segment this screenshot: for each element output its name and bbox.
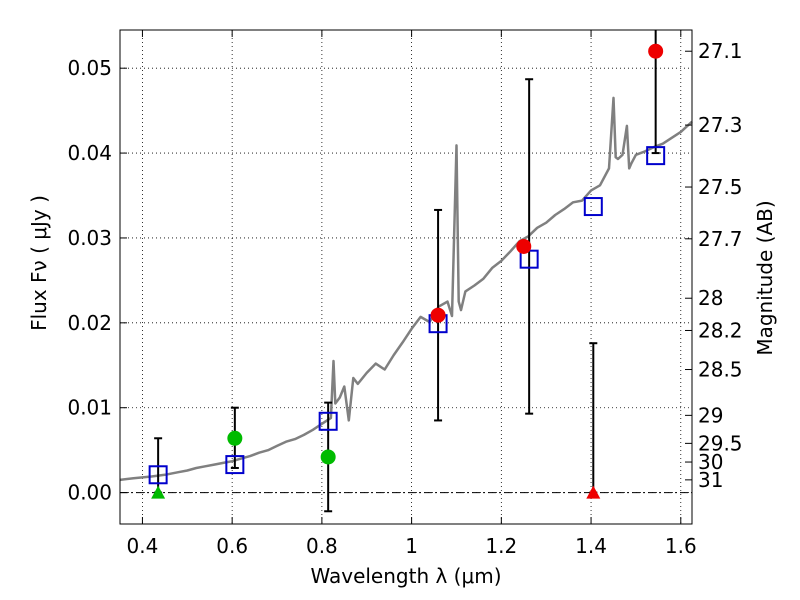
magnitude-tick-label: 28 [698,286,723,310]
magnitude-tick-label: 27.3 [698,113,743,137]
y-axis-title: Flux Fν ( μJy ) [27,195,51,331]
x-axis-title: Wavelength λ (μm) [310,564,501,588]
magnitude-axis-title: Magnitude (AB) [753,200,777,355]
model-photometry-square [318,411,338,431]
photometry-point [320,449,336,465]
y-tick-label: 0.04 [67,141,112,165]
y-tick-label: 0.01 [67,396,112,420]
x-tick-label: 0.6 [216,534,248,558]
photometry-point [648,43,664,59]
x-tick-label: 1.4 [575,534,607,558]
x-tick-label: 0.8 [306,534,338,558]
magnitude-tick-label: 28.2 [698,318,743,342]
data-markers [148,43,666,499]
upper-limit-marker [586,485,601,499]
y-tick-label: 0.03 [67,226,112,250]
photometry-point [227,430,243,446]
photometry-point [516,238,532,254]
model-photometry-square [225,455,245,475]
y-axis-ticks: 0.00 0.01 0.02 0.03 0.04 0.05 [67,56,127,505]
photometry-point [430,307,446,323]
magnitude-tick-label: 28.5 [698,358,743,382]
y-tick-label: 0.02 [67,311,112,335]
model-photometry-square [646,146,666,166]
magnitude-tick-label: 31 [698,468,723,492]
x-axis-ticks: 0.4 0.6 0.8 1 1.2 1.4 1.6 [127,30,697,558]
magnitude-tick-label: 27.7 [698,227,743,251]
model-photometry-square [583,197,603,217]
model-photometry-square [148,465,168,485]
magnitude-tick-label: 29.5 [698,431,743,455]
magnitude-tick-label: 27.1 [698,39,743,63]
x-tick-label: 1.2 [485,534,517,558]
x-tick-label: 1.6 [665,534,697,558]
x-tick-label: 0.4 [127,534,159,558]
magnitude-tick-label: 30 [698,450,723,474]
x-tick-label: 1 [405,534,418,558]
upper-limit-marker [151,485,166,499]
magnitude-tick-label: 29 [698,403,723,427]
magnitude-tick-label: 27.5 [698,175,743,199]
y-tick-label: 0.00 [67,481,112,505]
y-tick-label: 0.05 [67,56,112,80]
plot-frame [119,29,693,525]
